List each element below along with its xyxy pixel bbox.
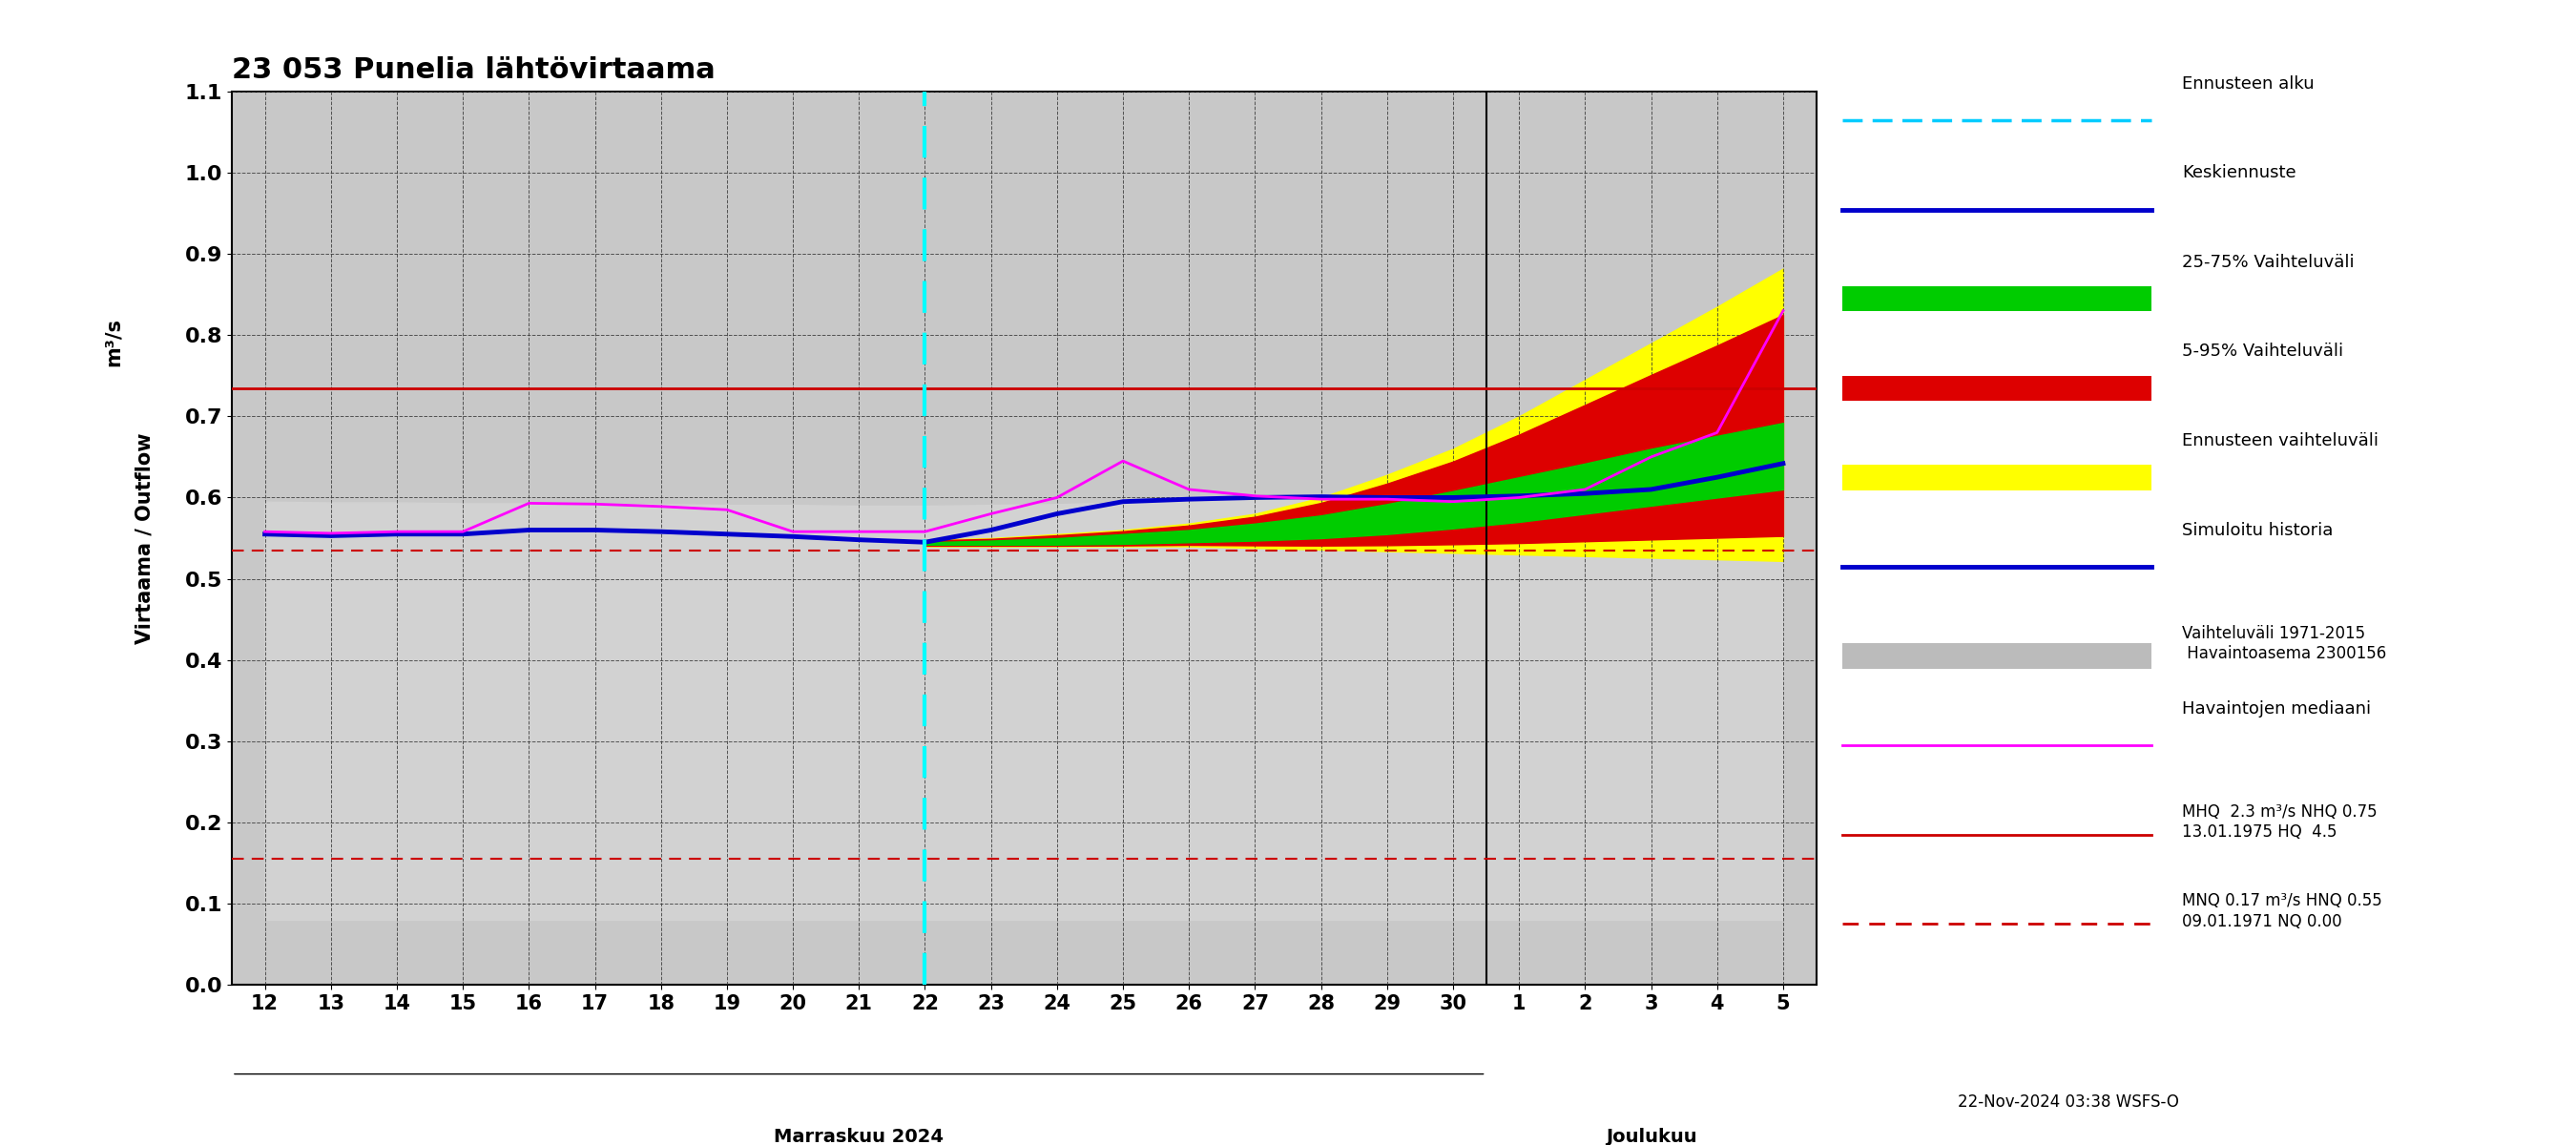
- Text: Ennusteen alku: Ennusteen alku: [2182, 74, 2313, 92]
- Text: Ennusteen vaihteluväli: Ennusteen vaihteluväli: [2182, 432, 2378, 449]
- Text: 25-75% Vaihteluväli: 25-75% Vaihteluväli: [2182, 253, 2354, 270]
- Text: Simuloitu historia: Simuloitu historia: [2182, 521, 2334, 538]
- Text: m³/s: m³/s: [103, 317, 124, 366]
- Text: MNQ 0.17 m³/s HNQ 0.55: MNQ 0.17 m³/s HNQ 0.55: [2182, 892, 2383, 909]
- Text: Virtaama / Outflow: Virtaama / Outflow: [134, 433, 155, 643]
- Text: Joulukuu
December: Joulukuu December: [1597, 1128, 1705, 1145]
- Text: Havaintoasema 2300156: Havaintoasema 2300156: [2182, 645, 2385, 662]
- Text: 5-95% Vaihteluväli: 5-95% Vaihteluväli: [2182, 342, 2344, 360]
- Text: MHQ  2.3 m³/s NHQ 0.75: MHQ 2.3 m³/s NHQ 0.75: [2182, 803, 2378, 820]
- Text: 22-Nov-2024 03:38 WSFS-O: 22-Nov-2024 03:38 WSFS-O: [1958, 1093, 2179, 1111]
- Text: Havaintojen mediaani: Havaintojen mediaani: [2182, 700, 2370, 717]
- Text: 23 053 Punelia lähtövirtaama: 23 053 Punelia lähtövirtaama: [232, 56, 716, 84]
- Text: 09.01.1971 NQ 0.00: 09.01.1971 NQ 0.00: [2182, 913, 2342, 930]
- Text: Marraskuu 2024
November: Marraskuu 2024 November: [773, 1128, 943, 1145]
- Text: Vaihteluväli 1971-2015: Vaihteluväli 1971-2015: [2182, 624, 2365, 641]
- Text: Keskiennuste: Keskiennuste: [2182, 164, 2295, 181]
- Text: 13.01.1975 HQ  4.5: 13.01.1975 HQ 4.5: [2182, 823, 2336, 840]
